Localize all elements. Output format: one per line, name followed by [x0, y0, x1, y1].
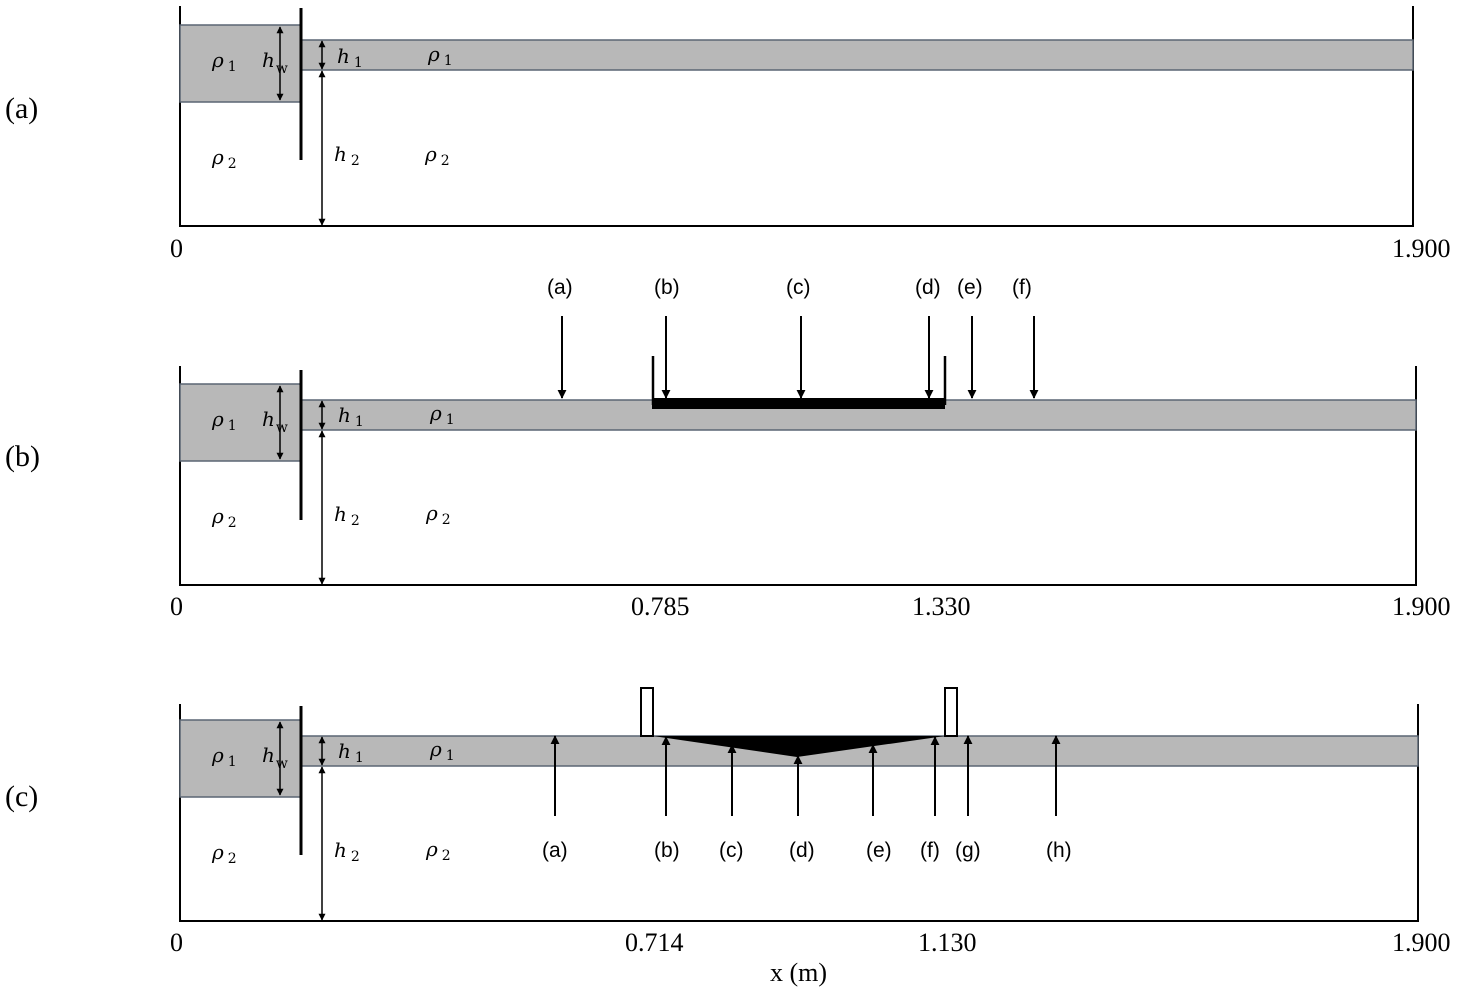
upper-layer: [300, 735, 1419, 767]
tick-end: 1.900: [1392, 592, 1451, 621]
probe-label-c: (c): [719, 839, 744, 862]
probe-label-a: (a): [547, 276, 573, 299]
x-axis-title: x (m): [770, 958, 827, 987]
tick-end: 1.900: [1392, 234, 1451, 263]
obstacle-right-post: [944, 687, 958, 737]
probe-label-f: (f): [1012, 276, 1032, 299]
tick-start: 0: [170, 234, 183, 263]
upper-layer: [300, 39, 1414, 71]
probe-label-a: (a): [542, 839, 568, 862]
panel-c-label: (c): [5, 780, 38, 813]
tick-mid1: 0.785: [631, 592, 690, 621]
tick-start: 0: [170, 592, 183, 621]
probe-label-d: (d): [915, 276, 941, 299]
tank-outline: [179, 366, 1417, 586]
probe-label-d: (d): [789, 839, 815, 862]
tick-mid2: 1.330: [912, 592, 971, 621]
panel-a-label: (a): [5, 92, 38, 125]
obstacle-left-post: [640, 687, 654, 737]
tank-outline: [179, 704, 1419, 922]
hw-label: hw: [262, 48, 288, 77]
probe-markers: (a) (b) (c) (d) (e) (f) (g) (h): [542, 735, 1072, 862]
probe-label-g: (g): [955, 839, 981, 862]
hw-label: hw: [262, 743, 288, 772]
panel-b-label: (b): [5, 440, 40, 473]
tank-outline: [179, 6, 1414, 227]
tick-mid2: 1.130: [918, 928, 977, 957]
v-obstacle: [653, 736, 945, 757]
flat-plate: [652, 398, 945, 409]
probe-label-c: (c): [786, 276, 811, 299]
probe-label-e: (e): [866, 839, 892, 862]
probe-label-h: (h): [1046, 839, 1072, 862]
probe-label-b: (b): [654, 276, 680, 299]
tick-start: 0: [170, 928, 183, 957]
hw-label: hw: [262, 407, 288, 436]
probe-label-f: (f): [920, 839, 940, 862]
tick-mid1: 0.714: [625, 928, 684, 957]
probe-label-b: (b): [654, 839, 680, 862]
tick-end: 1.900: [1392, 928, 1451, 957]
probe-markers: (a) (b) (c) (d) (e) (f): [547, 276, 1039, 399]
probe-label-e: (e): [957, 276, 983, 299]
